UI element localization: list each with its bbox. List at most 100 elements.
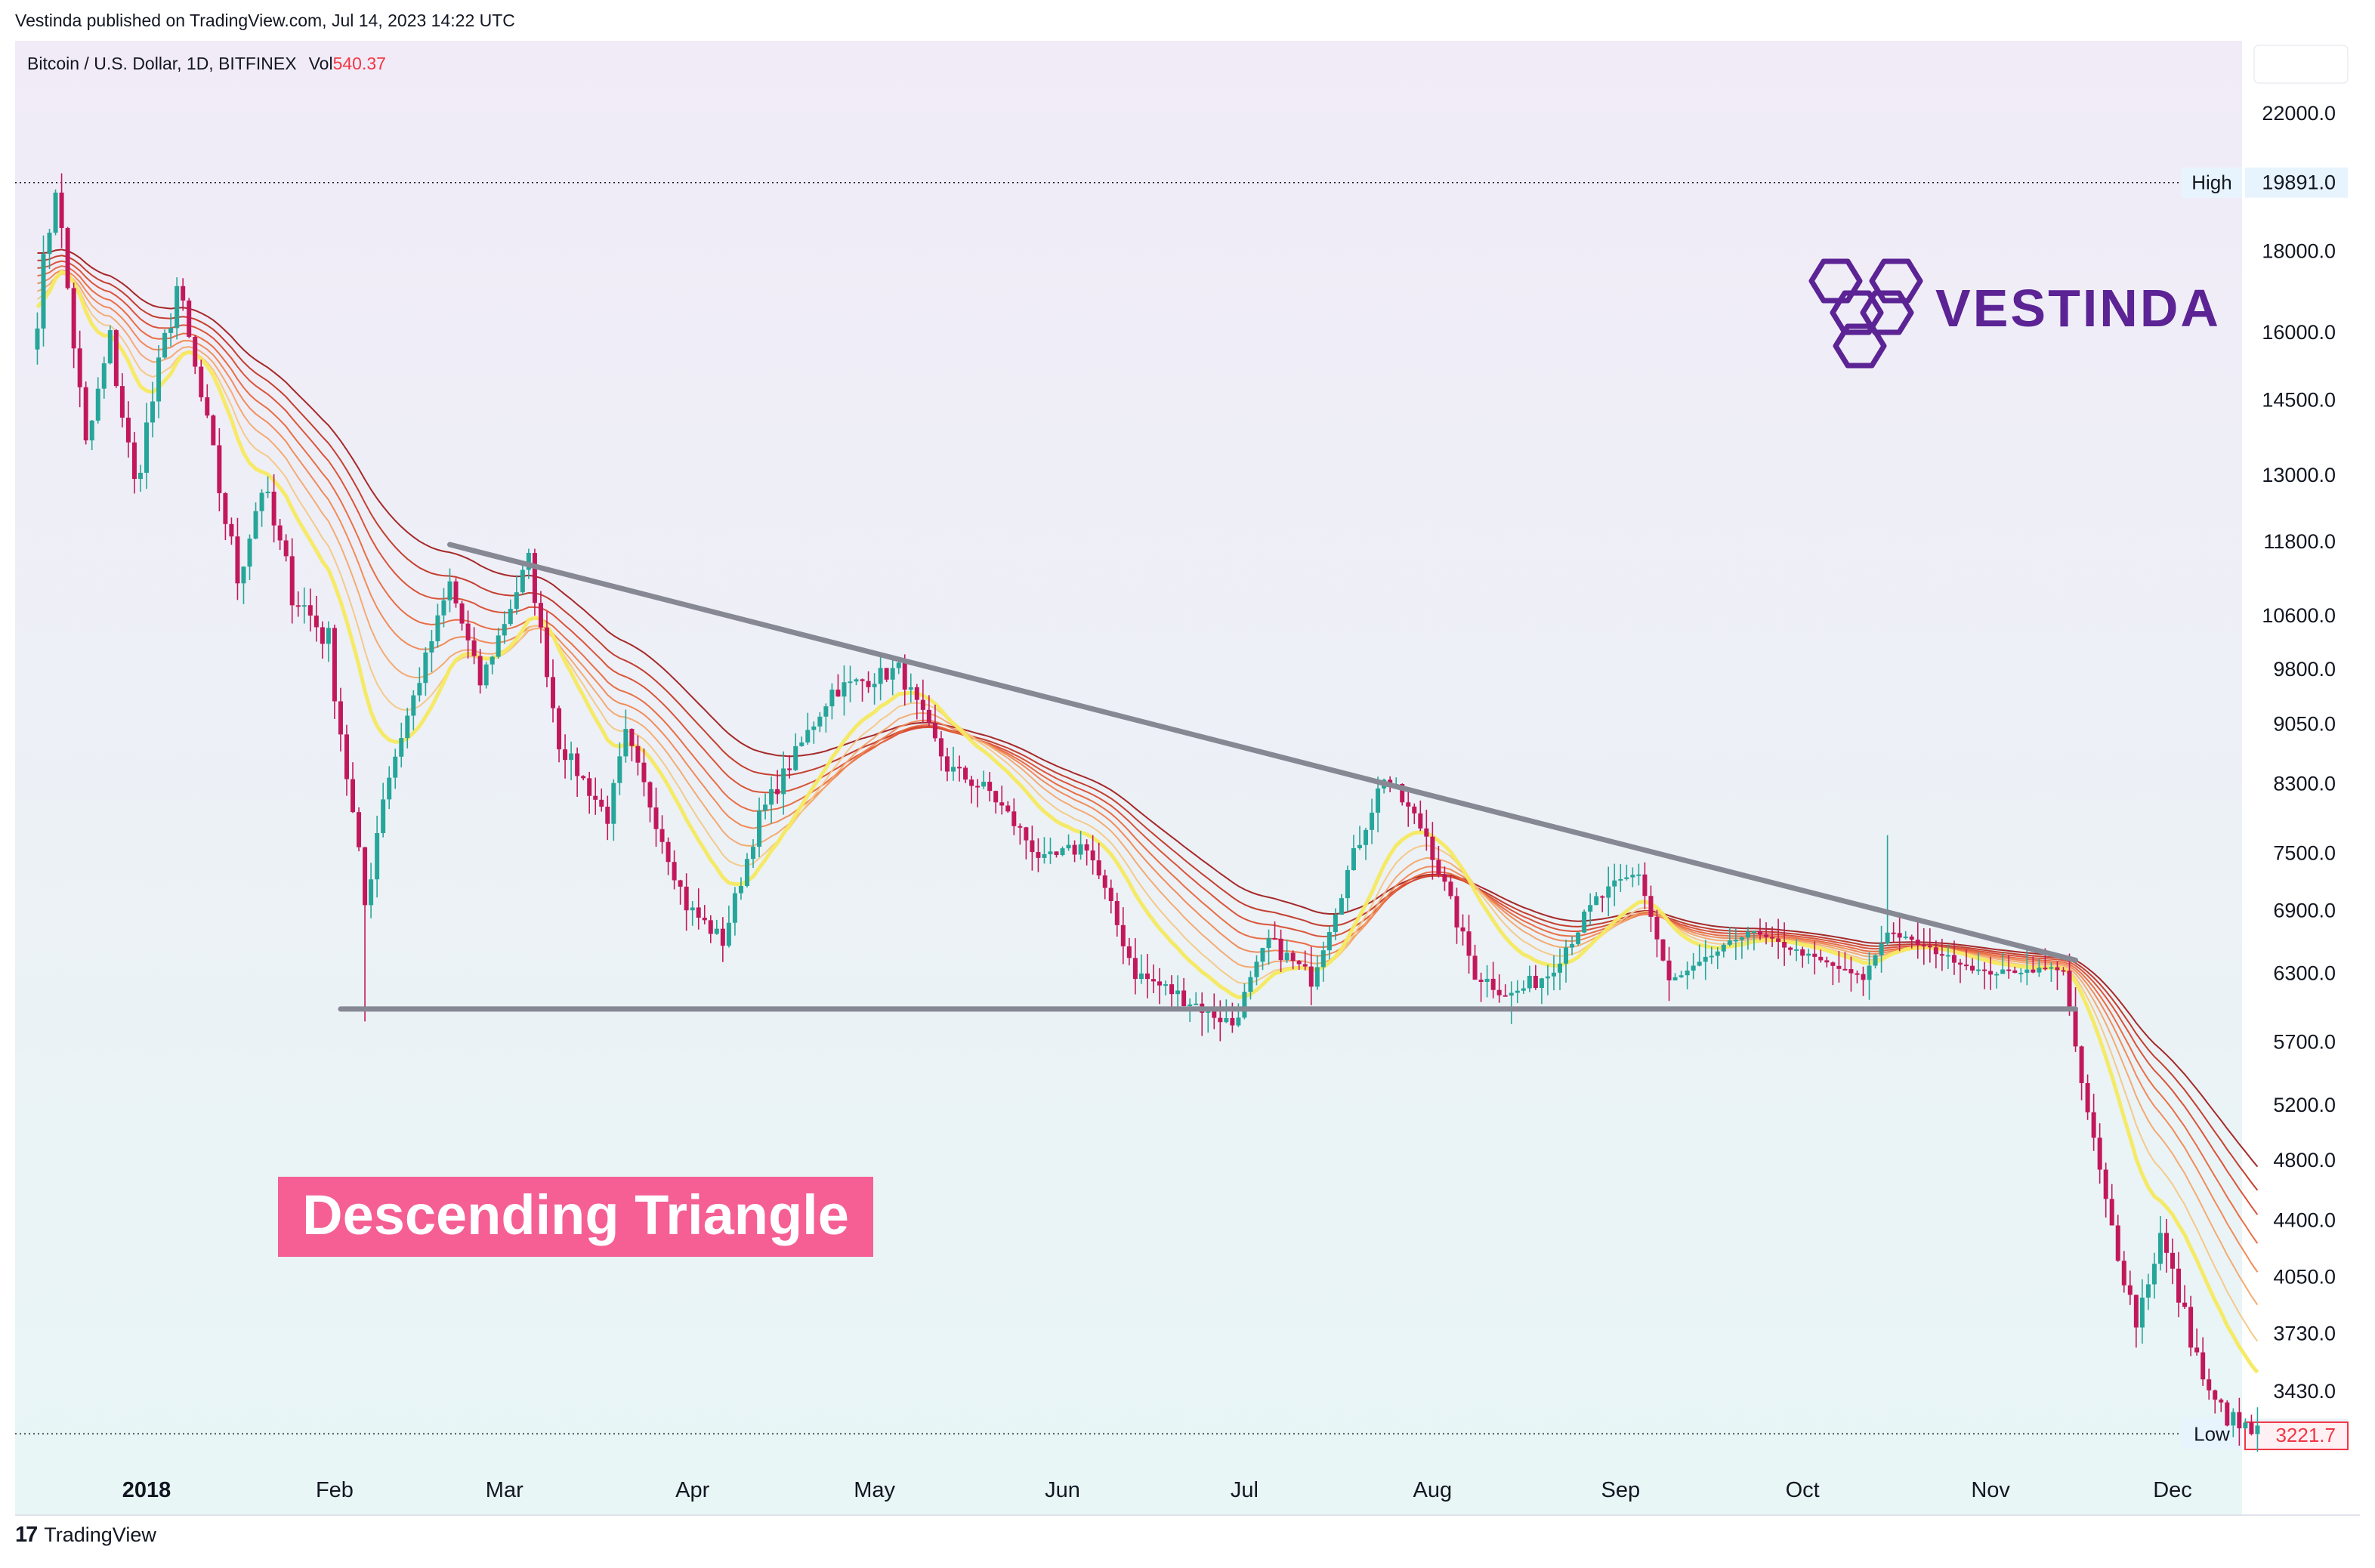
- high-value-box: [2245, 167, 2348, 198]
- vestinda-hexagon-icon: [1808, 258, 1923, 369]
- candle: [1691, 952, 1696, 980]
- candle: [1770, 926, 1775, 947]
- candle: [1933, 940, 1938, 969]
- candle: [277, 519, 283, 551]
- candle: [702, 905, 707, 924]
- candle: [672, 850, 677, 890]
- candle: [1515, 980, 1520, 1004]
- axis-top-box: [2253, 45, 2349, 84]
- candle: [283, 534, 289, 562]
- candle: [1326, 926, 1332, 960]
- candle: [2231, 1408, 2236, 1437]
- vestinda-wordmark: VESTINDA: [1935, 279, 2221, 338]
- candle: [793, 733, 798, 772]
- candle: [393, 749, 398, 789]
- candle: [896, 660, 901, 674]
- candle: [1588, 893, 1593, 926]
- candle: [2170, 1238, 2176, 1285]
- candle: [1036, 838, 1041, 872]
- time-tick-label: May: [854, 1478, 895, 1502]
- price-tick-label: 7500.0: [2273, 842, 2336, 865]
- candle: [2067, 953, 2072, 1016]
- candle: [1418, 800, 1423, 832]
- candle: [1600, 895, 1605, 912]
- candle: [1308, 946, 1314, 1005]
- candle: [1709, 946, 1714, 965]
- candle: [1848, 956, 1854, 992]
- price-tick-label: 14500.0: [2262, 389, 2336, 412]
- candle: [787, 755, 792, 779]
- price-tick-label: 18000.0: [2262, 240, 2336, 263]
- candle: [696, 888, 701, 930]
- candle: [2024, 949, 2030, 986]
- candle: [235, 517, 240, 600]
- time-tick-label: Nov: [1971, 1478, 2010, 1502]
- candle: [569, 741, 574, 780]
- ribbon-line: [37, 260, 2259, 1215]
- price-tick-label: 6900.0: [2273, 900, 2336, 922]
- candle: [2061, 967, 2066, 976]
- candle: [2133, 1294, 2139, 1348]
- time-tick-label: Oct: [1786, 1478, 1820, 1502]
- candle: [144, 403, 149, 489]
- candle: [617, 742, 622, 795]
- candle: [423, 647, 428, 696]
- candle: [1939, 938, 1944, 971]
- candle: [2145, 1273, 2151, 1310]
- candle: [1533, 965, 1538, 990]
- candle: [1302, 950, 1308, 971]
- candle: [708, 915, 713, 943]
- candle: [363, 847, 368, 1022]
- candle: [101, 357, 107, 399]
- candle: [1594, 892, 1599, 906]
- candle: [920, 679, 925, 723]
- candle: [1545, 965, 1550, 995]
- candle: [2012, 966, 2018, 974]
- candle: [1484, 965, 1490, 998]
- time-tick-label: Jul: [1231, 1478, 1259, 1502]
- candle: [587, 771, 592, 814]
- candle: [1072, 840, 1077, 863]
- descending-triangle-annotation: Descending Triangle: [278, 1177, 873, 1257]
- candle: [932, 704, 937, 742]
- candle: [1406, 792, 1411, 827]
- candle: [1733, 928, 1738, 960]
- candle: [1150, 964, 1156, 994]
- candle: [817, 711, 823, 733]
- candle: [2157, 1216, 2163, 1271]
- candle: [538, 591, 543, 644]
- candle: [1836, 951, 1842, 983]
- candle: [563, 734, 568, 779]
- last-price-box: [2244, 1421, 2349, 1451]
- candle: [1957, 958, 1963, 983]
- ribbon-line: [37, 265, 2259, 1244]
- candle: [1618, 863, 1623, 892]
- candle: [89, 420, 94, 450]
- candle: [1739, 937, 1744, 959]
- annotation-box: [278, 1177, 873, 1257]
- candle: [369, 863, 374, 918]
- candle: [714, 919, 719, 935]
- candle: [35, 312, 40, 365]
- candle: [2225, 1400, 2230, 1427]
- candle: [1945, 944, 1950, 970]
- candle: [1648, 885, 1654, 932]
- candle: [2091, 1094, 2096, 1151]
- candlestick-series: [35, 173, 2260, 1452]
- candle: [229, 517, 234, 545]
- candle: [471, 627, 477, 665]
- candle: [2163, 1218, 2169, 1273]
- candle: [1005, 801, 1011, 813]
- candle: [938, 731, 944, 771]
- candle: [1278, 929, 1283, 972]
- candle: [2018, 968, 2024, 983]
- time-tick-label: Sep: [1601, 1478, 1640, 1502]
- candle: [2103, 1162, 2108, 1218]
- candle: [387, 766, 392, 810]
- candle: [2079, 1045, 2084, 1100]
- candle: [1490, 961, 1496, 999]
- candle: [720, 917, 725, 962]
- candle: [411, 690, 416, 730]
- candle: [1830, 961, 1836, 986]
